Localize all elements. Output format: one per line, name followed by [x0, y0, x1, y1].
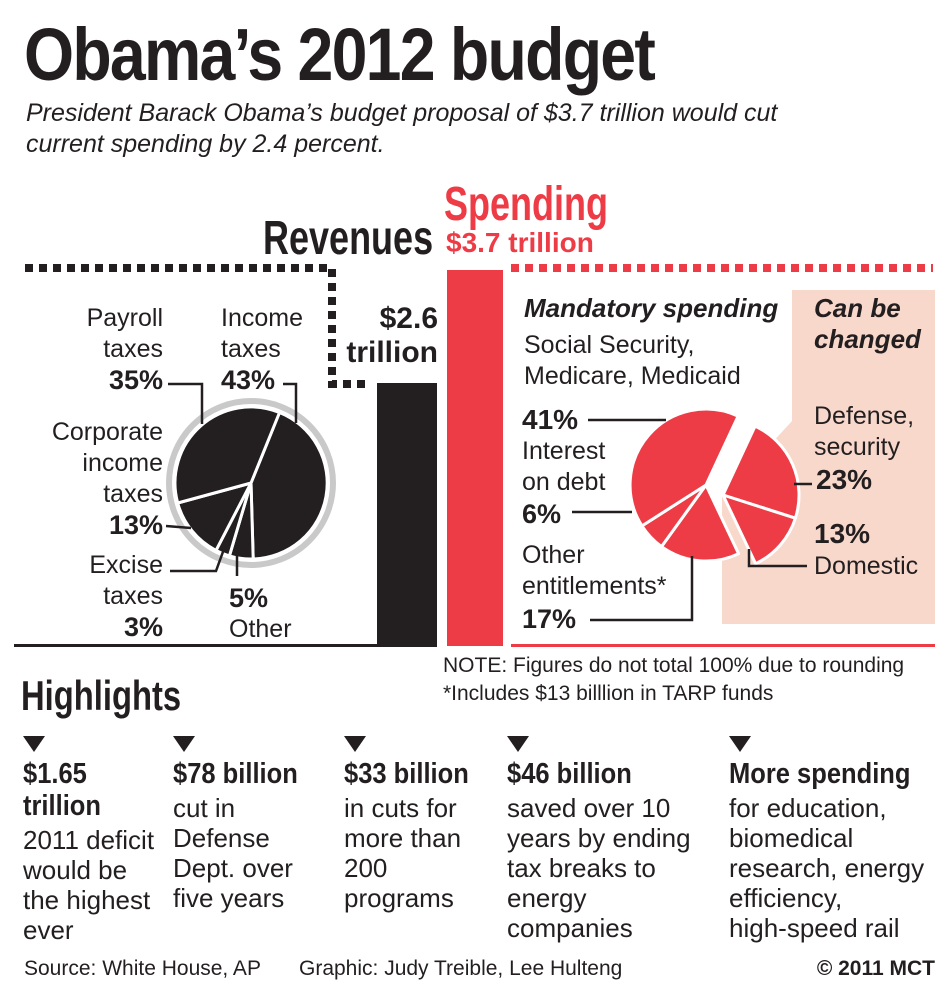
label-socsec: Social Security, Medicare, Medicaid — [524, 331, 741, 390]
highlight-lead: $1.65 trillion — [23, 758, 101, 822]
label-other-revenue: 5% Other — [229, 583, 292, 643]
income-pct: 43% — [221, 365, 276, 395]
mandatory-spending-label: Mandatory spending — [524, 293, 779, 323]
triangle-bullet-icon — [344, 736, 366, 752]
leader-excise — [170, 548, 226, 573]
highlight-lead: More spending — [729, 758, 911, 790]
highlight-body: saved over 10 years by ending tax breaks… — [507, 793, 691, 943]
spending-baseline — [511, 644, 935, 647]
label-defense: Defense, security — [814, 402, 915, 461]
revenues-amount-value: $2.6 — [379, 302, 438, 335]
revenues-baseline — [14, 644, 437, 647]
spending-pie-can-be-changed — [721, 424, 801, 566]
spending-leader-lines — [572, 418, 812, 622]
revenues-pie-ring — [166, 398, 336, 568]
pie-slice-domestic — [721, 493, 797, 566]
triangle-bullet-icon — [729, 736, 751, 752]
pie-slice-other-entitlements-includes-13-billion-in-tarp-funds — [660, 483, 741, 563]
defense-pct: 23% — [816, 464, 873, 495]
interest-pct: 6% — [522, 499, 562, 529]
page-title: Obama’s 2012 budget — [24, 13, 656, 96]
source-credit: Source: White House, AP — [24, 957, 261, 980]
spending-bar — [447, 270, 503, 646]
label-other-entitlements: Other entitlements* — [522, 541, 667, 600]
footnote-rounding: NOTE: Figures do not total 100% due to r… — [443, 654, 905, 677]
spending-pie-mandatory — [628, 407, 741, 563]
leader-corporate — [165, 524, 192, 530]
label-excise-taxes: Excise taxes 3% — [40, 550, 163, 643]
copyright: © 2011 MCT — [816, 957, 935, 980]
pie-slice-payroll-taxes — [173, 405, 281, 505]
highlight-lead: $33 billion — [344, 758, 469, 790]
revenues-heading: Revenues — [263, 212, 434, 265]
footnote: NOTE: Figures do not total 100% due to r… — [443, 652, 904, 708]
label-domestic: Domestic — [814, 552, 919, 580]
triangle-bullet-icon — [23, 736, 45, 752]
spending-amount: $3.7 trillion — [446, 227, 594, 258]
triangle-bullet-icon — [507, 736, 529, 752]
highlights-heading: Highlights — [21, 672, 182, 719]
leader-domestic — [747, 549, 807, 568]
highlight-item: $1.65 trillion 2011 deficit would be the… — [23, 736, 165, 945]
highlight-body: in cuts for more than 200 programs — [344, 793, 462, 913]
revenues-dotted-line — [25, 264, 366, 388]
pie-slice-income-taxes — [249, 411, 329, 561]
excise-pct: 3% — [123, 612, 163, 642]
triangle-bullet-icon — [173, 736, 195, 752]
revenues-amount: $2.6 trillion — [330, 302, 438, 370]
domestic-pct: 13% — [814, 518, 871, 549]
highlight-item: $46 billion saved over 10 years by endin… — [507, 736, 719, 943]
label-income-taxes: Income taxes 43% — [221, 304, 303, 395]
highlight-lead: $78 billion — [173, 758, 298, 790]
pie-slice-defense-security — [721, 424, 801, 520]
highlight-item: More spending for education, biomedical … — [729, 736, 939, 943]
leader-income — [283, 382, 298, 423]
page-subtitle: President Barack Obama’s budget proposal… — [26, 99, 778, 158]
leader-payroll — [168, 382, 204, 424]
highlight-lead: $46 billion — [507, 758, 632, 790]
payroll-pct: 35% — [108, 365, 163, 395]
other-pct: 5% — [229, 583, 269, 613]
corporate-pct: 13% — [108, 510, 163, 540]
revenues-leader-lines — [165, 382, 298, 576]
entitlements-pct: 17% — [522, 604, 577, 634]
socsec-pct: 41% — [522, 404, 579, 435]
highlight-item: $78 billion cut in Defense Dept. over fi… — [173, 736, 333, 913]
highlight-body: cut in Defense Dept. over five years — [173, 793, 293, 913]
highlight-body: for education, biomedical research, ener… — [729, 793, 925, 943]
leader-entitlements — [590, 556, 694, 622]
can-be-changed-label: Can be changed — [814, 293, 921, 354]
graphic-credit: Graphic: Judy Treible, Lee Hulteng — [299, 957, 623, 980]
revenues-amount-unit: trillion — [346, 336, 438, 369]
label-corporate-taxes: Corporate income taxes 13% — [20, 417, 163, 541]
revenues-pie — [173, 405, 329, 561]
pie-slice-social-security-medicare-medicaid — [628, 407, 740, 528]
spending-heading: Spending — [444, 178, 608, 231]
footnote-tarp: *Includes $13 billlion in TARP funds — [443, 682, 774, 705]
highlight-body: 2011 deficit would be the highest ever — [23, 825, 155, 945]
label-interest: Interest on debt — [522, 437, 606, 496]
label-payroll-taxes: Payroll taxes 35% — [40, 303, 163, 396]
highlight-item: $33 billion in cuts for more than 200 pr… — [344, 736, 499, 913]
revenues-bar — [377, 383, 437, 645]
